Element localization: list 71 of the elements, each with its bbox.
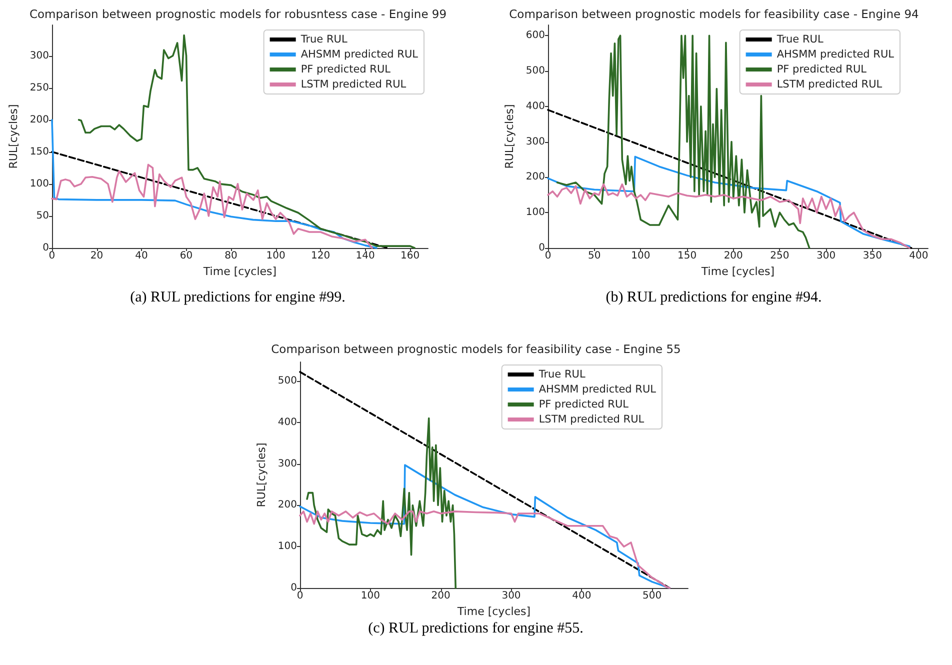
legend-label: LSTM predicted RUL xyxy=(300,78,406,90)
y-tick-label: 0 xyxy=(42,242,49,254)
y-tick-label: 250 xyxy=(30,82,49,94)
line-series xyxy=(299,510,671,589)
x-axis-title: Time [cycles] xyxy=(456,605,531,618)
legend-label: AHSMM predicted RUL xyxy=(538,384,656,396)
x-tick-label: 300 xyxy=(502,590,521,602)
y-tick-label: 300 xyxy=(526,136,545,148)
legend-label: True RUL xyxy=(300,34,348,46)
y-axis-title: RUL[cycles] xyxy=(255,442,268,508)
text: (b) RUL predictions for engine #94. xyxy=(606,290,822,306)
x-tick-label: 50 xyxy=(588,250,601,262)
line-series xyxy=(51,164,373,249)
x-tick-label: 60 xyxy=(180,250,193,262)
x-tick-label: 500 xyxy=(642,590,662,602)
x-tick-label: 100 xyxy=(360,590,380,602)
x-tick-label: 400 xyxy=(572,590,592,602)
y-tick-label: 200 xyxy=(526,172,545,183)
legend-label: LSTM predicted RUL xyxy=(776,78,882,90)
x-tick-label: 250 xyxy=(770,250,790,262)
y-tick-label: 50 xyxy=(36,210,49,222)
text: (c) RUL predictions for engine #55. xyxy=(368,620,584,636)
y-tick-label: 500 xyxy=(526,66,545,77)
x-tick-label: 160 xyxy=(400,250,420,262)
y-tick-label: 400 xyxy=(526,100,545,112)
y-tick-label: 300 xyxy=(278,458,297,470)
legend-label: PF predicted RUL xyxy=(776,64,867,76)
text: (a) RUL predictions for engine #99. xyxy=(130,290,346,306)
legend-label: PF predicted RUL xyxy=(300,64,391,76)
y-axis-title: RUL[cycles] xyxy=(7,104,20,169)
line-series xyxy=(306,417,457,589)
x-tick-label: 200 xyxy=(431,590,450,602)
x-axis-title: Time [cycles] xyxy=(202,265,277,278)
x-tick-label: 20 xyxy=(90,250,104,262)
y-tick-label: 150 xyxy=(30,146,49,158)
y-tick-label: 200 xyxy=(30,114,49,126)
legend-label: True RUL xyxy=(776,34,824,46)
x-tick-label: 40 xyxy=(135,250,148,262)
x-tick-label: 80 xyxy=(224,250,238,262)
y-tick-label: 600 xyxy=(526,30,545,42)
x-tick-label: 200 xyxy=(724,250,743,262)
legend-label: PF predicted RUL xyxy=(538,398,629,410)
y-tick-label: 400 xyxy=(278,416,297,428)
legend-label: True RUL xyxy=(538,368,586,380)
x-tick-label: 140 xyxy=(356,250,375,262)
y-tick-label: 500 xyxy=(278,376,297,387)
x-tick-label: 350 xyxy=(862,250,882,262)
y-tick-label: 0 xyxy=(290,582,297,594)
x-tick-label: 100 xyxy=(266,250,286,262)
legend-label: AHSMM predicted RUL xyxy=(776,48,894,60)
x-axis-title: Time [cycles] xyxy=(700,265,775,278)
legend-label: AHSMM predicted RUL xyxy=(300,48,418,60)
line-series xyxy=(547,183,910,249)
y-tick-label: 0 xyxy=(538,242,545,254)
chart-title: Comparison between prognostic models for feasibility case - Engine 55 xyxy=(271,342,681,356)
y-tick-label: 100 xyxy=(278,541,297,552)
chart-title: Comparison between prognostic models for robusntess case - Engine 99 xyxy=(29,7,447,21)
y-tick-label: 200 xyxy=(278,500,297,511)
chart-title: Comparison between prognostic models for feasibility case - Engine 94 xyxy=(509,7,919,21)
x-tick-label: 100 xyxy=(631,250,650,262)
y-tick-label: 300 xyxy=(30,50,49,62)
x-tick-label: 120 xyxy=(311,250,330,262)
x-tick-label: 150 xyxy=(677,250,697,262)
y-tick-label: 100 xyxy=(30,178,49,190)
line-series xyxy=(51,118,378,249)
line-series xyxy=(547,156,910,248)
legend-label: LSTM predicted RUL xyxy=(538,414,644,426)
y-axis-title: RUL[cycles] xyxy=(503,104,516,169)
y-tick-label: 100 xyxy=(526,207,545,218)
x-tick-label: 400 xyxy=(909,250,928,262)
x-tick-label: 300 xyxy=(816,250,836,262)
